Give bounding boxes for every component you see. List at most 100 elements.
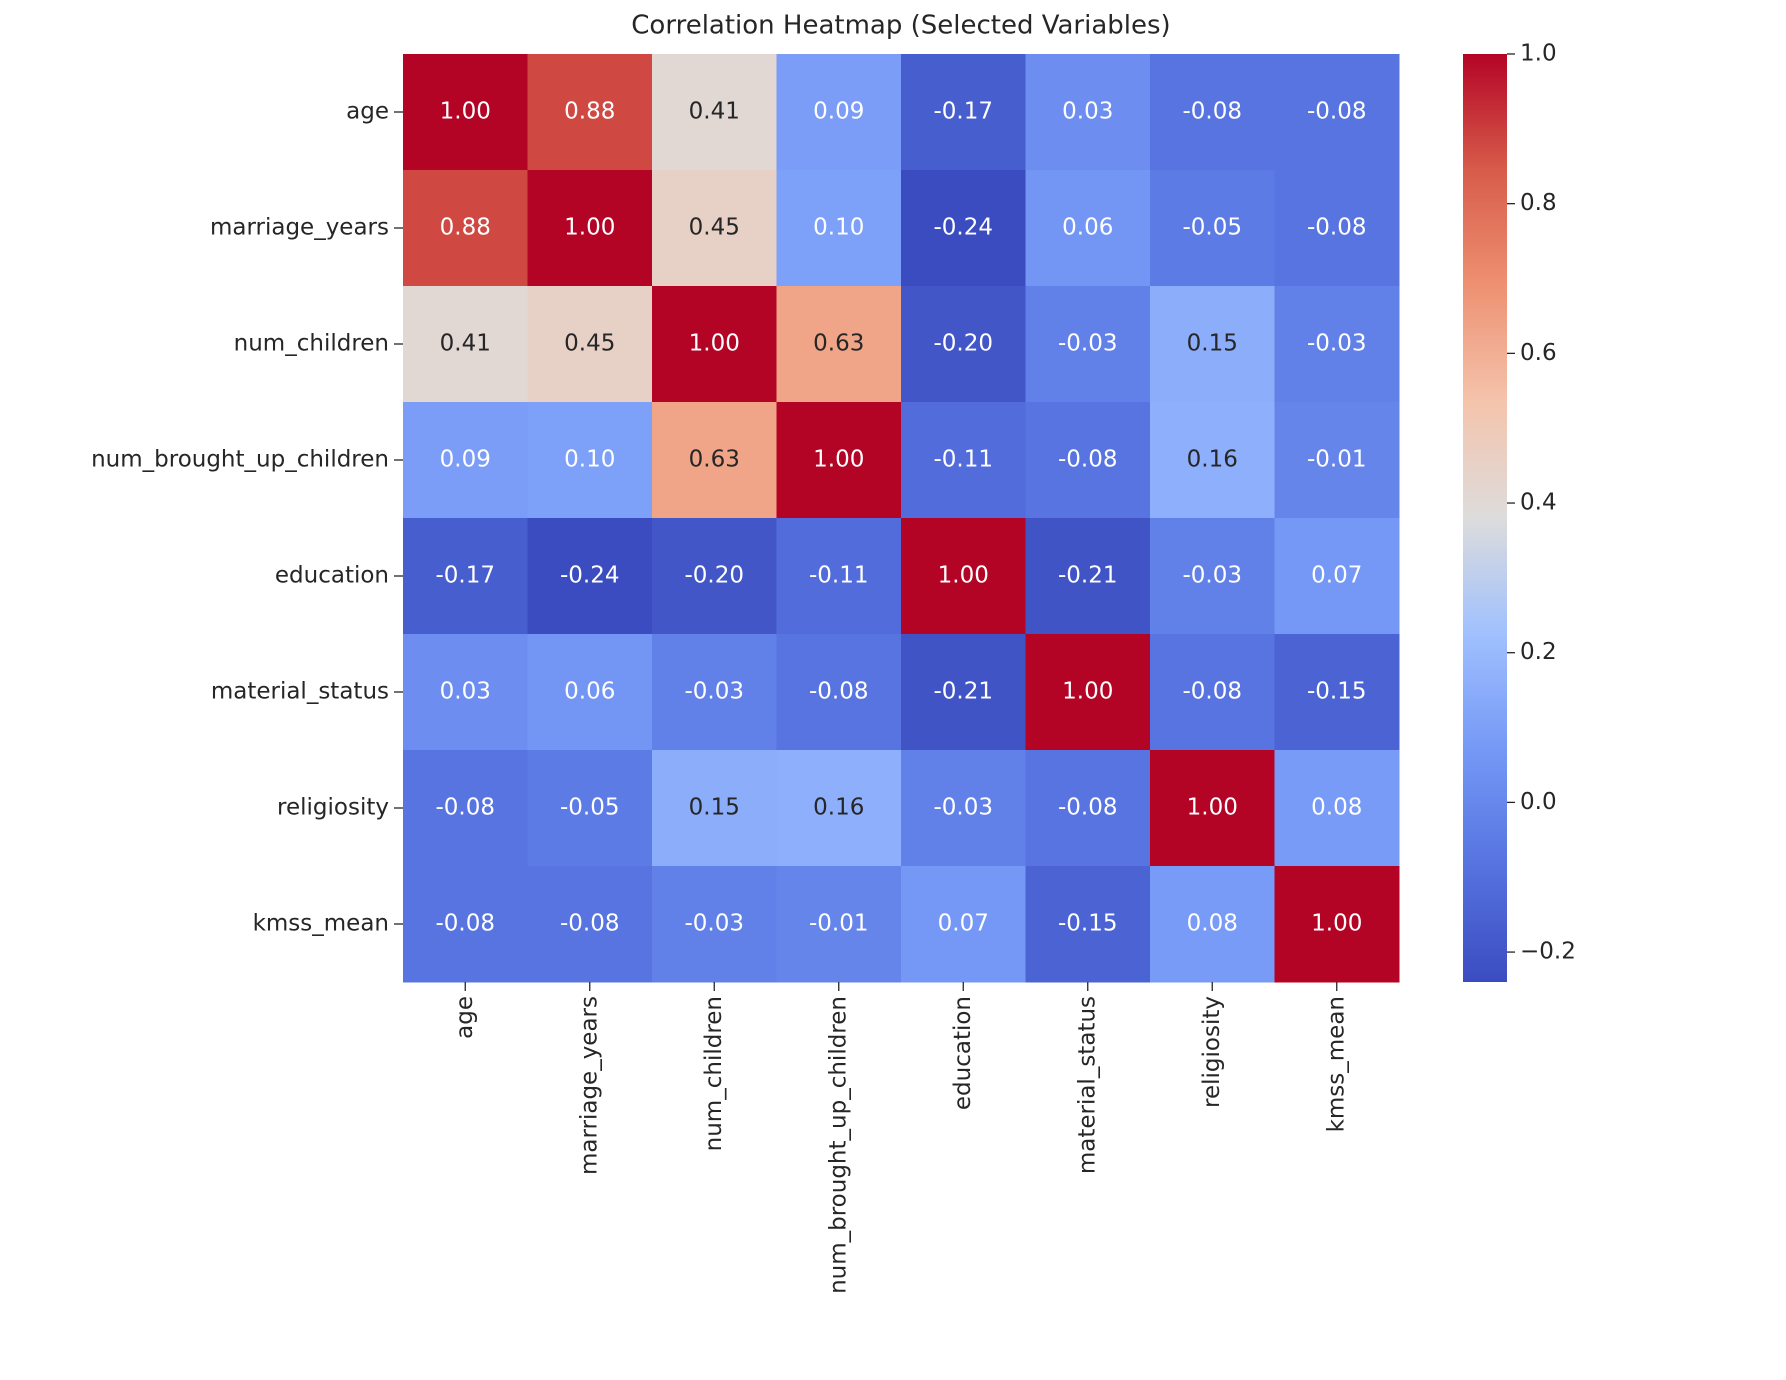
cell-label: 0.03 [1062,99,1113,125]
heatmap-cell [901,402,1026,519]
heatmap-cell [1025,518,1151,635]
y-tick-label: religiosity [277,795,389,821]
cell-label: -0.08 [560,911,620,937]
heatmap-cell [403,634,528,751]
cell-label: -0.01 [1307,447,1367,473]
heatmap-cell [1150,402,1275,519]
cell-label: 1.00 [440,99,491,125]
cell-label: -0.15 [1058,911,1118,937]
heatmap-cell [1150,518,1275,635]
heatmap-cell [1274,286,1400,403]
heatmap-cell [1274,634,1400,751]
cell-label: -0.03 [684,679,744,705]
cell-label: 0.06 [564,679,615,705]
cell-label: 0.09 [440,447,491,473]
cell-label: 0.07 [938,911,989,937]
cell-label: 0.08 [1187,911,1238,937]
heatmap-cell [403,170,528,287]
cell-label: -0.24 [560,563,620,589]
heatmap-cell [527,634,653,751]
cell-label: 1.00 [1311,911,1362,937]
x-tick-label: education [950,996,976,1110]
cell-label: -0.08 [1307,99,1367,125]
cell-label: 1.00 [1187,795,1238,821]
heatmap-cell [776,402,902,519]
cell-label: -0.08 [1182,99,1242,125]
cell-label: 0.09 [813,99,864,125]
cell-label: -0.24 [933,215,993,241]
heatmap-cell [901,634,1026,751]
colorbar-tick-label: −0.2 [1520,939,1576,965]
heatmap-cell [901,286,1026,403]
cell-label: 0.63 [813,331,864,357]
cell-label: 0.16 [813,795,864,821]
y-tick-label: age [346,99,389,125]
heatmap-cell [776,54,902,171]
heatmap-cell [527,286,653,403]
heatmap-cell [652,518,777,635]
cell-label: -0.20 [933,331,993,357]
cell-label: 0.15 [689,795,740,821]
colorbar-tick-label: 0.0 [1520,789,1557,815]
heatmap-cell [1274,54,1400,171]
heatmap-cell [403,750,528,867]
cell-label: -0.03 [1307,331,1367,357]
y-tick-label: marriage_years [210,215,389,241]
heatmap-cell [527,54,653,171]
cell-label: 0.41 [440,331,491,357]
heatmap-cell [1274,750,1400,867]
cell-label: 0.41 [689,99,740,125]
y-tick-label: kmss_mean [253,911,389,937]
heatmap-cell [901,518,1026,635]
heatmap-cell [776,286,902,403]
heatmap-cell [1025,286,1151,403]
cell-label: 1.00 [564,215,615,241]
heatmap-cell [776,634,902,751]
colorbar-tick-label: 1.0 [1520,41,1557,67]
cell-label: 0.08 [1311,795,1362,821]
cell-label: 1.00 [1062,679,1113,705]
cell-label: -0.21 [1058,563,1118,589]
heatmap-cell [527,402,653,519]
cell-label: -0.08 [809,679,869,705]
heatmap-cell [901,170,1026,287]
cell-label: -0.08 [435,911,495,937]
y-tick-label: material_status [211,679,389,705]
heatmap-cell [776,866,902,983]
cell-label: -0.17 [435,563,495,589]
cell-label: -0.20 [684,563,744,589]
heatmap-cell [1025,54,1151,171]
heatmap-cell [1025,170,1151,287]
cell-label: 0.07 [1311,563,1362,589]
cell-label: -0.08 [1058,795,1118,821]
heatmap-cell [1150,170,1275,287]
heatmap-cell [652,402,777,519]
cell-label: -0.03 [1182,563,1242,589]
heatmap-cell [1274,518,1400,635]
heatmap-cell [652,634,777,751]
cell-label: -0.03 [1058,331,1118,357]
y-tick-label: education [275,563,389,589]
cell-label: -0.05 [560,795,620,821]
cell-label: -0.08 [1058,447,1118,473]
heatmap-cell [403,402,528,519]
heatmap-cell [1274,866,1400,983]
cell-label: -0.11 [933,447,993,473]
heatmap-cell [901,54,1026,171]
cell-label: 0.10 [813,215,864,241]
heatmap-cell [527,518,653,635]
cell-label: -0.15 [1307,679,1367,705]
y-tick-label: num_brought_up_children [91,447,389,473]
heatmap-cell [652,54,777,171]
heatmap-cell [901,750,1026,867]
cell-label: 0.15 [1187,331,1238,357]
cell-label: 0.88 [440,215,491,241]
x-tick-label: marriage_years [576,996,602,1175]
heatmap-cell [1274,402,1400,519]
cell-label: 0.45 [689,215,740,241]
colorbar-tick-label: 0.6 [1520,340,1557,366]
heatmap-cell [776,750,902,867]
cell-label: -0.11 [809,563,869,589]
heatmap-cell [1025,402,1151,519]
